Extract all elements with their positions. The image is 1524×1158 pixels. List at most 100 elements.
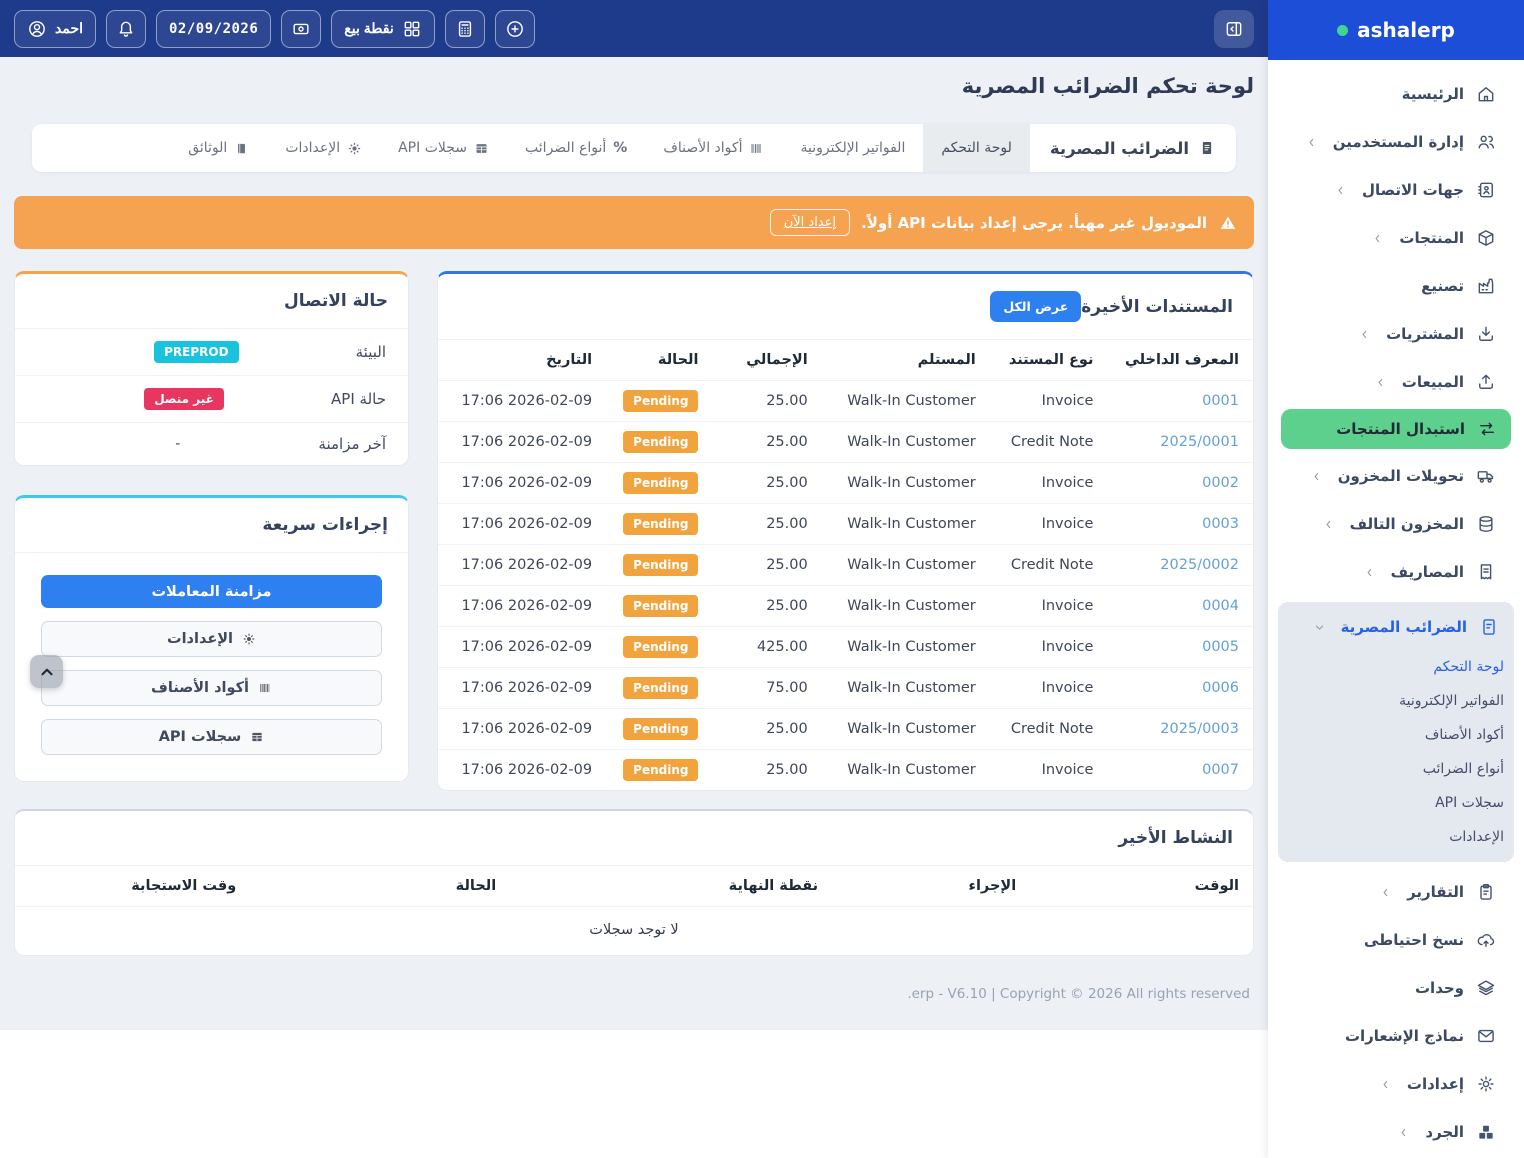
document-status-cell: Pending xyxy=(606,462,713,504)
connection-status-card: حالة الاتصال البيئة PREPROD حالة API غير… xyxy=(14,271,409,466)
sidebar-subitem-einvoices[interactable]: الفواتير الإلكترونية xyxy=(1278,684,1514,718)
document-status-cell: Pending xyxy=(606,380,713,422)
add-new-button[interactable] xyxy=(494,9,535,48)
brand-label: ashalerp xyxy=(1357,18,1455,42)
document-id-cell: 0005 xyxy=(1107,626,1253,668)
document-status-cell: Pending xyxy=(606,667,713,709)
scroll-to-top-button[interactable] xyxy=(30,655,63,688)
api-logs-quick-button[interactable]: سجلات API xyxy=(41,719,382,755)
sidebar-item-damaged-stock[interactable]: المخزون التالف xyxy=(1268,500,1524,548)
card-title: حالة الاتصال xyxy=(283,291,388,311)
document-id-link[interactable]: 0005 xyxy=(1202,639,1239,655)
document-type-cell: Invoice xyxy=(989,380,1108,422)
tab-einvoices[interactable]: الفواتير الإلكترونية xyxy=(782,124,923,172)
document-type-cell: Credit Note xyxy=(989,421,1108,463)
item-codes-quick-button[interactable]: أكواد الأصناف xyxy=(41,670,382,706)
cash-icon xyxy=(291,19,311,39)
document-type-cell: Invoice xyxy=(989,626,1108,668)
user-menu-button[interactable]: احمد xyxy=(14,9,96,48)
sidebar-item-settings[interactable]: إعدادات xyxy=(1268,1060,1524,1108)
sidebar-item-sales[interactable]: المبيعات xyxy=(1268,358,1524,406)
sidebar-item-purchases[interactable]: المشتريات xyxy=(1268,310,1524,358)
cloud-upload-icon xyxy=(1476,930,1496,950)
tab-label: الوثائق xyxy=(188,140,228,156)
document-type-cell: Invoice xyxy=(989,503,1108,545)
sidebar-item-product-swap[interactable]: استبدال المنتجات xyxy=(1281,409,1511,449)
calculator-button[interactable] xyxy=(444,9,485,48)
sidebar-collapse-button[interactable] xyxy=(1214,9,1254,48)
document-date-cell: 17:06 2026-02-09 xyxy=(438,462,607,504)
settings-quick-button[interactable]: الإعدادات xyxy=(41,621,382,657)
document-status-cell: Pending xyxy=(606,626,713,668)
tab-dashboard[interactable]: لوحة التحكم xyxy=(923,124,1030,172)
warning-banner: الموديول غير مهيأ. يرجى إعداد بيانات API… xyxy=(14,196,1254,249)
sidebar-item-label: تصنيع xyxy=(1421,277,1464,295)
document-total-cell: 25.00 xyxy=(712,544,822,586)
last-sync-value: - xyxy=(175,436,181,452)
sidebar-item-stocktaking[interactable]: الجرد xyxy=(1268,1108,1524,1156)
document-id-link[interactable]: 0007 xyxy=(1202,762,1239,778)
chevron-left-icon xyxy=(1379,1078,1392,1091)
document-date-cell: 17:06 2026-02-09 xyxy=(438,667,607,709)
document-id-link[interactable]: 2025/0002 xyxy=(1160,557,1239,573)
document-id-link[interactable]: 0004 xyxy=(1202,598,1239,614)
sidebar-subitem-api-logs[interactable]: سجلات API xyxy=(1278,786,1514,820)
date-button[interactable]: 02/09/2026 xyxy=(156,9,272,48)
table-row: 0001 Invoice Walk-In Customer 25.00 Pend… xyxy=(438,380,1253,422)
table-row: 0006 Invoice Walk-In Customer 75.00 Pend… xyxy=(438,667,1253,709)
sync-transactions-button[interactable]: مزامنة المعاملات xyxy=(41,575,382,608)
swap-icon xyxy=(1477,419,1497,439)
pos-button[interactable]: نقطة بيع xyxy=(331,9,435,48)
user-name-label: احمد xyxy=(55,20,83,36)
sidebar-subitem-item-codes[interactable]: أكواد الأصناف xyxy=(1278,718,1514,752)
sidebar-subitem-settings[interactable]: الإعدادات xyxy=(1278,820,1514,854)
column-header: نقطة النهاية xyxy=(728,878,819,894)
status-row-api: حالة API غير متصل xyxy=(15,375,408,422)
sidebar-item-user-management[interactable]: إدارة المستخدمين xyxy=(1268,118,1524,166)
tab-documentation[interactable]: الوثائق xyxy=(170,124,267,172)
sidebar-item-notification-templates[interactable]: نماذج الإشعارات xyxy=(1268,1012,1524,1060)
sidebar-item-label: المنتجات xyxy=(1399,229,1464,247)
document-id-link[interactable]: 0003 xyxy=(1202,516,1239,532)
status-badge: Pending xyxy=(623,595,699,617)
sidebar-item-expenses[interactable]: المصاريف xyxy=(1268,548,1524,596)
tab-item-codes[interactable]: أكواد الأصناف xyxy=(645,124,782,172)
sidebar-subitem-dashboard[interactable]: لوحة التحكم xyxy=(1278,650,1514,684)
sidebar-item-home[interactable]: الرئيسية xyxy=(1268,70,1524,118)
sidebar-item-label: الجرد xyxy=(1425,1123,1464,1141)
document-id-cell: 0003 xyxy=(1107,503,1253,545)
sidebar-item-manufacturing[interactable]: تصنيع xyxy=(1268,262,1524,310)
cash-register-button[interactable] xyxy=(281,9,322,48)
users-icon xyxy=(1476,132,1496,152)
status-badge: Pending xyxy=(623,554,699,576)
empty-row: لا توجد سجلات xyxy=(15,906,1253,955)
sidebar-subitem-tax-types[interactable]: أنواع الضرائب xyxy=(1278,752,1514,786)
document-id-link[interactable]: 0001 xyxy=(1202,393,1239,409)
document-id-link[interactable]: 2025/0001 xyxy=(1160,434,1239,450)
view-all-button[interactable]: عرض الكل xyxy=(990,291,1082,322)
subitem-label: الإعدادات xyxy=(1449,829,1504,845)
sidebar-item-contacts[interactable]: جهات الاتصال xyxy=(1268,166,1524,214)
sidebar-item-reports[interactable]: التقارير xyxy=(1268,868,1524,916)
sidebar-item-backup[interactable]: نسخ احتياطى xyxy=(1268,916,1524,964)
notifications-button[interactable] xyxy=(106,9,146,48)
sidebar-item-egyptian-taxes[interactable]: الضرائب المصرية xyxy=(1278,604,1514,650)
tab-api-logs[interactable]: سجلات API xyxy=(380,124,507,172)
tab-tax-types[interactable]: % أنواع الضرائب xyxy=(507,124,645,172)
document-recipient-cell: Walk-In Customer xyxy=(821,380,990,422)
sidebar-item-stock-transfers[interactable]: تحويلات المخزون xyxy=(1268,452,1524,500)
document-id-link[interactable]: 2025/0003 xyxy=(1160,721,1239,737)
sidebar-item-products[interactable]: المنتجات xyxy=(1268,214,1524,262)
sidebar-item-units[interactable]: وحدات xyxy=(1268,964,1524,1012)
document-id-link[interactable]: 0006 xyxy=(1202,680,1239,696)
subitem-label: سجلات API xyxy=(1435,795,1504,811)
tab-settings[interactable]: الإعدادات xyxy=(267,124,380,172)
document-id-link[interactable]: 0002 xyxy=(1202,475,1239,491)
document-recipient-cell: Walk-In Customer xyxy=(821,585,990,627)
sidebar-item-label: تحويلات المخزون xyxy=(1337,467,1464,485)
document-total-cell: 25.00 xyxy=(712,708,822,750)
document-recipient-cell: Walk-In Customer xyxy=(821,749,990,790)
tab-label: أنواع الضرائب xyxy=(525,140,607,156)
setup-now-link[interactable]: إعداد الآن xyxy=(769,209,851,236)
sidebar-tax-group: الضرائب المصرية لوحة التحكم الفواتير الإ… xyxy=(1278,602,1514,862)
